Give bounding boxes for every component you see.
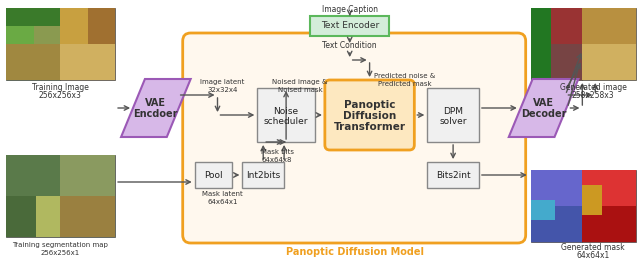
Text: VAE: VAE <box>533 98 554 108</box>
Bar <box>6 155 115 237</box>
Bar <box>6 44 60 80</box>
Text: Diffusion: Diffusion <box>343 111 396 121</box>
FancyBboxPatch shape <box>325 80 414 150</box>
Text: Panoptic: Panoptic <box>344 100 396 110</box>
Text: 258x258x3: 258x258x3 <box>572 92 614 100</box>
Text: Pool: Pool <box>204 170 223 179</box>
Text: 64x64x1: 64x64x1 <box>577 251 610 261</box>
Text: Generated mask: Generated mask <box>561 244 625 252</box>
Bar <box>6 8 33 44</box>
Text: Text Condition: Text Condition <box>323 42 377 50</box>
Text: Generated image: Generated image <box>560 83 627 93</box>
Bar <box>531 206 582 242</box>
Polygon shape <box>509 79 579 137</box>
Bar <box>531 8 582 44</box>
Text: Training segmentation map: Training segmentation map <box>13 242 108 248</box>
Bar <box>582 185 602 215</box>
Bar <box>195 162 232 188</box>
Bar <box>88 8 115 44</box>
Bar <box>582 44 636 80</box>
Text: Bits2int: Bits2int <box>436 170 470 179</box>
FancyBboxPatch shape <box>182 33 525 243</box>
Text: Mask latent: Mask latent <box>202 191 243 197</box>
Bar <box>582 206 636 242</box>
Bar <box>243 162 284 188</box>
Text: Encdoer: Encdoer <box>134 109 178 119</box>
Polygon shape <box>121 79 191 137</box>
Text: Decoder: Decoder <box>521 109 566 119</box>
Bar <box>257 88 315 142</box>
Bar <box>60 155 115 196</box>
Text: Predicted mask: Predicted mask <box>378 81 431 87</box>
Text: Text Encoder: Text Encoder <box>321 21 379 30</box>
Bar <box>582 8 636 80</box>
Text: 256x256x3: 256x256x3 <box>39 92 82 100</box>
Bar <box>531 44 582 80</box>
Text: Mask bits: Mask bits <box>260 149 294 155</box>
Bar <box>6 155 60 196</box>
Bar <box>531 170 582 242</box>
Bar <box>428 88 479 142</box>
Bar <box>60 8 115 80</box>
Text: 64x64x1: 64x64x1 <box>207 199 237 205</box>
Bar <box>428 162 479 188</box>
Bar <box>582 170 636 242</box>
Text: Noised mask: Noised mask <box>278 87 323 93</box>
Text: Transformer: Transformer <box>333 122 406 132</box>
Text: VAE: VAE <box>145 98 166 108</box>
Text: Noised image &: Noised image & <box>273 79 328 85</box>
Text: Panoptic Diffusion Model: Panoptic Diffusion Model <box>285 247 424 257</box>
Text: 32x32x4: 32x32x4 <box>207 87 237 93</box>
Bar <box>531 8 582 80</box>
Bar <box>531 170 582 206</box>
Bar <box>582 170 636 206</box>
Text: Image latent: Image latent <box>200 79 244 85</box>
Text: DPM: DPM <box>443 107 463 116</box>
Text: Predicted noise &: Predicted noise & <box>374 73 435 79</box>
Bar <box>310 16 390 36</box>
Bar <box>531 200 556 220</box>
Bar <box>6 196 36 237</box>
Text: Noise: Noise <box>273 107 299 116</box>
Bar <box>6 8 60 80</box>
Text: 64x64x8: 64x64x8 <box>262 157 292 163</box>
Text: Image Caption: Image Caption <box>322 6 378 15</box>
Bar <box>6 8 60 26</box>
Bar <box>36 196 60 237</box>
Bar <box>531 8 550 80</box>
Text: Int2bits: Int2bits <box>246 170 280 179</box>
Text: solver: solver <box>439 117 467 126</box>
Bar <box>60 196 115 237</box>
Bar <box>60 8 88 44</box>
Text: Training Image: Training Image <box>32 83 89 93</box>
Bar <box>582 8 636 44</box>
Text: 256x256x1: 256x256x1 <box>41 250 80 256</box>
Bar <box>33 8 60 44</box>
Bar <box>60 44 115 80</box>
Text: scheduler: scheduler <box>264 117 308 126</box>
